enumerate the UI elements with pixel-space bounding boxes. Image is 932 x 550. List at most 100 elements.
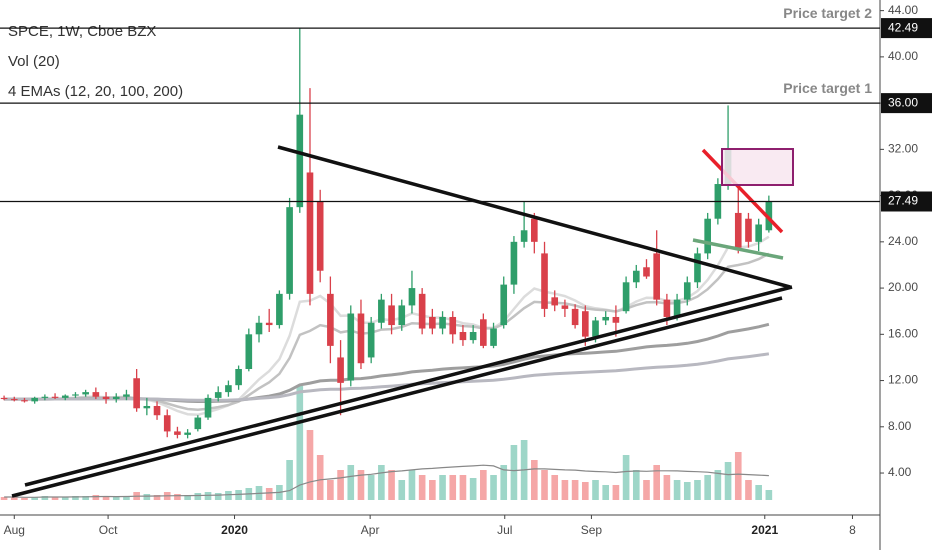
- volume-bar: [490, 475, 497, 500]
- volume-bar: [153, 495, 161, 500]
- volume-bar: [0, 497, 8, 500]
- price-label-box: [881, 93, 932, 114]
- volume-bar: [571, 480, 579, 500]
- candle-body: [255, 322, 263, 335]
- volume-bar: [734, 452, 742, 500]
- candle-body: [92, 392, 100, 397]
- volume-bar: [449, 475, 457, 500]
- volume-bar: [174, 494, 181, 500]
- candle-body: [378, 299, 385, 323]
- candle-body: [765, 201, 773, 231]
- candle-body: [72, 394, 79, 396]
- candle-body: [704, 218, 711, 254]
- y-tick-label: 32.00: [888, 142, 918, 156]
- candle-body: [571, 308, 579, 326]
- candle-body: [174, 431, 181, 435]
- volume-bar: [612, 485, 620, 500]
- candle-body: [0, 397, 8, 400]
- candle-body: [694, 253, 701, 283]
- candle-body: [531, 218, 538, 242]
- volume-bar: [286, 460, 293, 500]
- volume-bar: [214, 493, 222, 500]
- target-zone: [721, 148, 794, 186]
- candle-body: [10, 399, 18, 401]
- volume-bar: [745, 480, 752, 500]
- candle-body: [490, 328, 497, 346]
- candle-body: [41, 396, 49, 398]
- volume-bar: [398, 480, 406, 500]
- price-target-name: Price target 1: [783, 80, 872, 96]
- y-tick-label: 4.00: [888, 465, 912, 479]
- volume-bar: [724, 462, 732, 500]
- price-label-box: [881, 191, 932, 212]
- volume-bar: [72, 496, 79, 500]
- candle-body: [622, 282, 630, 312]
- candle-body: [632, 270, 640, 283]
- volume-bar: [296, 386, 304, 500]
- candle-body: [653, 253, 660, 300]
- volume-bar: [551, 475, 559, 500]
- candle-body: [520, 230, 528, 242]
- volume-bar: [704, 475, 711, 500]
- volume-bar: [683, 482, 691, 500]
- candle-body: [61, 395, 69, 398]
- volume-bar: [755, 485, 762, 500]
- y-tick-label: 8.00: [888, 419, 912, 433]
- volume-bar: [123, 496, 130, 500]
- volume-bar: [500, 465, 508, 500]
- volume-bar: [31, 497, 38, 500]
- candle-body: [367, 322, 375, 358]
- volume-bar: [510, 445, 518, 500]
- candle-body: [296, 114, 304, 208]
- volume-bar: [112, 497, 120, 500]
- x-tick-label: 2020: [221, 523, 248, 537]
- volume-bar: [439, 475, 446, 500]
- y-tick-label: 44.00: [888, 3, 918, 17]
- volume-bar: [357, 470, 365, 500]
- legend-title: SPCE, 1W, Cboe BZX: [8, 23, 156, 40]
- volume-bar: [41, 496, 49, 500]
- candle-body: [745, 218, 752, 242]
- support-line: [692, 238, 784, 260]
- volume-bar: [378, 465, 385, 500]
- candle-body: [276, 293, 283, 326]
- candle-body: [408, 288, 416, 306]
- candle-body: [388, 305, 395, 326]
- candle-body: [153, 405, 161, 416]
- candle-body: [306, 172, 314, 294]
- candle-body: [102, 396, 110, 400]
- volume-bar: [418, 475, 426, 500]
- volume-bar: [541, 470, 548, 500]
- volume-bar: [194, 493, 202, 500]
- candle-body: [500, 284, 508, 326]
- ema-line: [4, 352, 770, 402]
- volume-bar: [592, 480, 599, 500]
- candle-body: [235, 368, 242, 386]
- candle-body: [265, 322, 273, 326]
- candle-body: [734, 212, 742, 248]
- candle-body: [225, 385, 232, 393]
- trend-line: [24, 285, 793, 487]
- volume-bar: [235, 490, 242, 500]
- trend-line: [11, 296, 783, 498]
- resistance-line: [701, 148, 784, 234]
- candle-body: [123, 394, 130, 397]
- volume-bar: [714, 470, 722, 500]
- candle-body: [541, 253, 548, 309]
- volume-bar: [663, 475, 671, 500]
- candle-body: [612, 316, 620, 323]
- y-tick-label: 40.00: [888, 49, 918, 63]
- x-tick-label: Apr: [361, 523, 380, 537]
- price-label: 42.49: [888, 20, 918, 34]
- plot-area: [0, 28, 773, 500]
- candle-body: [581, 311, 589, 337]
- candle-body: [561, 305, 569, 309]
- volume-bar: [408, 470, 416, 500]
- candle-body: [643, 267, 650, 277]
- candle-body: [398, 305, 406, 326]
- volume-bar: [10, 497, 18, 500]
- candle-body: [459, 332, 467, 341]
- x-tick-label: 2021: [751, 523, 778, 537]
